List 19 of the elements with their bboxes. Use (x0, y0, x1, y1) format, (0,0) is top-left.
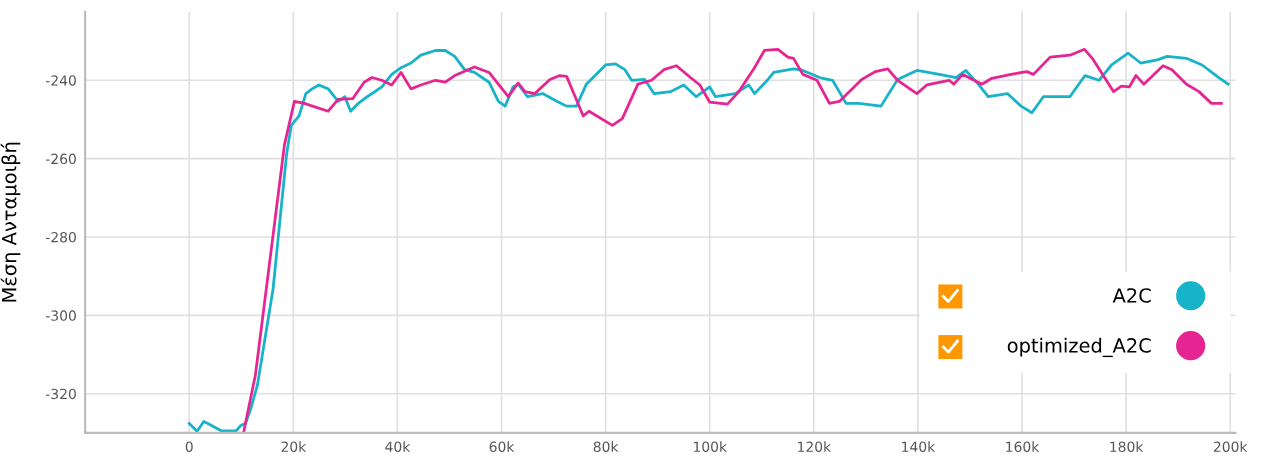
legend-label: A2C (1112, 288, 1151, 303)
y-tick-label: -320 (45, 388, 76, 400)
x-tick-label: 0 (185, 441, 193, 452)
y-tick-label: -260 (45, 153, 76, 165)
y-tick-label: -300 (45, 310, 76, 321)
x-tick-label: 200k (1213, 441, 1248, 452)
legend-label: optimized_A2C (1007, 337, 1151, 358)
y-tick-label: -240 (45, 75, 76, 86)
y-tick-label: -280 (45, 231, 76, 243)
x-tick-label: 140k (902, 441, 936, 452)
x-tick-label: 100k (693, 441, 727, 452)
x-tick-label: 20k (281, 441, 307, 452)
x-tick-label: 180k (1110, 441, 1144, 452)
x-tick-label: 60k (489, 441, 515, 452)
x-tick-label: 160k (1006, 441, 1040, 452)
x-tick-label: 40k (385, 441, 411, 452)
x-tick-label: 80k (593, 441, 619, 452)
y-axis-title: Μέση Ανταμοιβή (0, 142, 21, 302)
x-tick-label: 120k (798, 441, 832, 452)
